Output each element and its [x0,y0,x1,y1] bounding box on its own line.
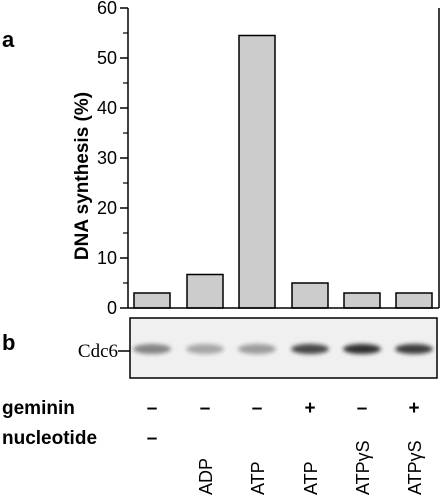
y-tick-label: 0 [107,298,117,318]
gel-blot: Cdc6 [78,317,438,379]
geminin-row: – – – + – + [147,398,420,419]
nucleotide-row: – ADP ATP ATP ATPγS ATPγS [147,428,425,495]
bar-6 [395,292,433,309]
y-axis: 0 10 20 30 40 50 60 [97,0,440,318]
gel-frame [129,317,438,379]
geminin-value: – [200,398,211,419]
y-tick-label: 40 [97,98,117,118]
y-tick-label: 30 [97,148,117,168]
geminin-value: + [304,398,315,419]
y-axis-title: DNA synthesis (%) [72,92,93,260]
geminin-value: + [408,398,419,419]
bar-3 [238,34,276,309]
bar-2 [186,273,224,309]
band-label-cdc6: Cdc6 [78,341,118,362]
y-tick-label: 50 [97,48,117,68]
gel-band-6 [395,344,433,354]
y-tick-label: 60 [97,0,117,18]
gel-band-1 [133,344,171,354]
bar-5 [343,292,381,309]
condition-table: geminin nucleotide – – – + – + – ADP ATP ATP ATPγ… [2,398,425,495]
geminin-value: – [357,398,368,419]
nucleotide-value: ADP [196,458,216,495]
y-tick-label: 20 [97,198,117,218]
nucleotide-value: – [147,428,158,449]
gel-band-4 [291,344,329,354]
gel-band-5 [343,344,381,354]
nucleotide-value: ATP [248,461,268,495]
geminin-row-label: geminin [2,398,75,419]
bar-chart: 0 10 20 30 40 50 60 DNA synthesis (%) [72,0,440,318]
nucleotide-row-label: nucleotide [2,428,97,449]
bar-1 [133,292,171,309]
y-tick-label: 10 [97,248,117,268]
nucleotide-value: ATPγS [353,440,373,495]
bars [133,34,433,309]
bar-4 [291,282,329,309]
panel-letter-a: a [2,27,15,52]
gel-band-3 [238,344,276,354]
gel-band-2 [186,344,224,354]
gel-bands [133,344,433,354]
geminin-value: – [147,398,158,419]
geminin-value: – [252,398,263,419]
nucleotide-value: ATPγS [405,440,425,495]
panel-letter-b: b [2,330,15,355]
nucleotide-value: ATP [301,461,321,495]
